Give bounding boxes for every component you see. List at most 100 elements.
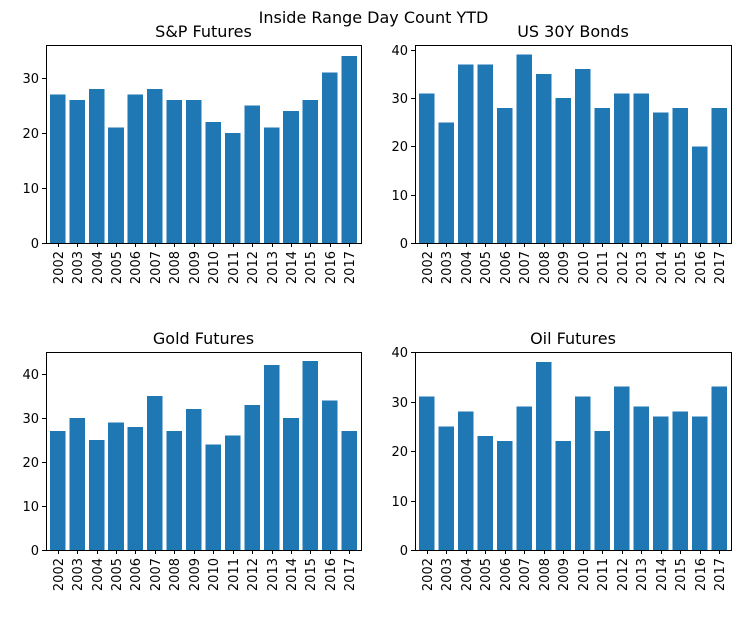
bar-2009 (186, 409, 202, 550)
bar-2004 (88, 89, 105, 243)
x-tick-label: 2013 (266, 251, 281, 284)
bar-2014 (283, 111, 299, 243)
bar-2013 (263, 365, 280, 550)
y-tick-label: 10 (391, 189, 408, 204)
x-tick-label: 2004 (460, 558, 475, 591)
y-tick-label: 30 (391, 396, 408, 411)
bar-2003 (69, 100, 85, 243)
x-tick-label: 2004 (91, 558, 106, 591)
x-tick-label: 2012 (616, 251, 631, 284)
bar-2016 (322, 72, 338, 243)
x-tick-label: 2015 (304, 558, 319, 591)
x-tick-label: 2016 (324, 558, 339, 591)
x-tick-label: 2007 (518, 558, 533, 591)
bar-2016 (691, 416, 708, 550)
y-tick-label: 0 (400, 544, 408, 559)
bar-2005 (477, 436, 494, 550)
x-tick-label: 2002 (421, 251, 436, 284)
bar-2007 (516, 54, 533, 243)
bar-2010 (574, 69, 591, 244)
bar-2007 (147, 396, 163, 550)
x-tick-label: 2016 (694, 558, 709, 591)
x-tick-label: 2009 (557, 558, 572, 591)
bar-2002 (49, 94, 66, 243)
x-tick-label: 2013 (635, 558, 650, 591)
subplot-4: Oil Futures 0 10 20 30 40 2002 2003 2004 2005 2006… (391, 329, 732, 591)
x-tick-label: 2003 (71, 558, 86, 591)
x-tick-label: 2002 (52, 251, 67, 284)
y-tick-label: 10 (22, 500, 39, 515)
x-tick-label: 2013 (635, 251, 650, 284)
axes-frame (415, 45, 732, 244)
x-tick-label: 2006 (129, 558, 144, 591)
bar-2015 (302, 360, 319, 550)
y-tick-label: 20 (22, 127, 39, 142)
x-tick-label: 2015 (674, 558, 689, 591)
x-tick-label: 2010 (577, 558, 592, 591)
bar-2002 (49, 431, 66, 550)
x-tick-label: 2012 (246, 251, 261, 284)
y-tick-label: 20 (22, 456, 39, 471)
bar-2003 (438, 426, 455, 550)
x-tick-label: 2009 (188, 251, 203, 284)
bar-2015 (672, 107, 689, 243)
bar-2005 (477, 64, 494, 243)
bar-2002 (418, 396, 435, 550)
x-tick-label: 2011 (596, 558, 611, 591)
bar-2012 (613, 386, 630, 550)
axes-frame (46, 352, 362, 551)
y-tick-label: 0 (31, 544, 39, 559)
x-tick-label: 2010 (207, 251, 222, 284)
x-tick-label: 2017 (343, 558, 358, 591)
subplot-2: US 30Y Bonds 0 10 20 30 40 2002 2003 2004 2005 200… (391, 22, 732, 284)
bar-2005 (108, 422, 124, 550)
x-tick-label: 2008 (168, 558, 183, 591)
x-tick-label: 2011 (227, 251, 242, 284)
subplot-title: US 30Y Bonds (517, 22, 629, 41)
y-tick-label: 40 (391, 346, 408, 361)
x-tick-label: 2008 (538, 251, 553, 284)
x-tick-label: 2003 (440, 558, 455, 591)
bar-2017 (341, 56, 358, 243)
bar-2006 (127, 426, 144, 550)
x-tick-label: 2003 (440, 251, 455, 284)
bar-2006 (496, 441, 513, 550)
bar-2006 (496, 107, 513, 243)
x-tick-label: 2013 (266, 558, 281, 591)
x-tick-label: 2002 (52, 558, 67, 591)
y-tick-label: 20 (391, 140, 408, 155)
x-tick-label: 2010 (207, 558, 222, 591)
y-tick-label: 40 (22, 368, 39, 383)
x-tick-label: 2002 (421, 558, 436, 591)
bar-2008 (166, 100, 183, 243)
x-tick-label: 2015 (674, 251, 689, 284)
bar-2016 (322, 400, 338, 550)
bar-2015 (302, 100, 319, 243)
bar-2005 (108, 127, 124, 243)
bar-2004 (457, 411, 474, 550)
subplot-title: S&P Futures (155, 22, 252, 41)
x-tick-label: 2017 (713, 251, 728, 284)
bar-2012 (244, 404, 260, 550)
bar-2016 (691, 146, 708, 243)
x-tick-label: 2009 (557, 251, 572, 284)
x-tick-label: 2006 (499, 251, 514, 284)
bar-2009 (555, 441, 572, 550)
bar-2009 (186, 100, 202, 243)
subplot-grid: S&P Futures 0 10 20 30 2002 2003 2004 2005 2006 20… (22, 22, 732, 591)
bar-2017 (711, 386, 728, 550)
x-tick-label: 2009 (188, 558, 203, 591)
x-tick-label: 2017 (343, 251, 358, 284)
x-tick-label: 2006 (129, 251, 144, 284)
bar-2003 (438, 122, 455, 243)
bar-2004 (88, 440, 105, 550)
y-tick-label: 0 (400, 237, 408, 252)
bar-2014 (652, 416, 669, 550)
bar-2011 (594, 107, 611, 243)
bar-2010 (205, 444, 221, 550)
x-tick-label: 2008 (538, 558, 553, 591)
bar-2009 (555, 98, 572, 244)
bar-2013 (633, 93, 650, 243)
bar-2012 (613, 93, 630, 243)
x-tick-label: 2011 (596, 251, 611, 284)
